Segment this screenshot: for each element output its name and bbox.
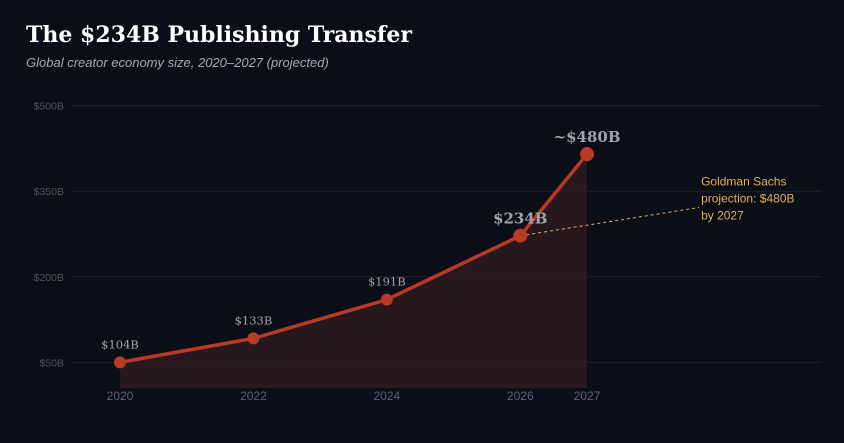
x-tick-label: 2020 bbox=[107, 389, 134, 403]
y-tick-label: $50B bbox=[39, 357, 64, 369]
annotation-leader-line bbox=[520, 207, 700, 237]
chart-title: The $234B Publishing Transfer bbox=[26, 22, 412, 48]
x-tick-label: 2024 bbox=[374, 389, 401, 403]
annotation-text-line: projection: $480B bbox=[701, 192, 794, 206]
chart-subtitle: Global creator economy size, 2020–2027 (… bbox=[26, 55, 329, 70]
annotation-text-line: by 2027 bbox=[701, 209, 744, 223]
data-label: $234B bbox=[493, 210, 547, 228]
annotation-text-line: Goldman Sachs bbox=[701, 175, 786, 189]
data-point bbox=[247, 332, 260, 345]
x-tick-label: 2026 bbox=[507, 389, 534, 403]
y-tick-label: $350B bbox=[34, 186, 64, 198]
x-tick-label: 2022 bbox=[240, 389, 267, 403]
data-point bbox=[513, 228, 528, 243]
data-label: $133B bbox=[235, 313, 273, 327]
y-tick-label: $200B bbox=[34, 272, 64, 284]
data-label: ~$480B bbox=[554, 128, 621, 146]
y-tick-label: $500B bbox=[34, 101, 64, 113]
data-point bbox=[114, 356, 126, 369]
area-fill bbox=[120, 154, 587, 388]
data-label: $191B bbox=[368, 275, 406, 289]
data-point bbox=[580, 147, 594, 162]
x-tick-label: 2027 bbox=[574, 389, 601, 403]
data-point bbox=[380, 293, 393, 306]
data-label: $104B bbox=[101, 337, 139, 351]
